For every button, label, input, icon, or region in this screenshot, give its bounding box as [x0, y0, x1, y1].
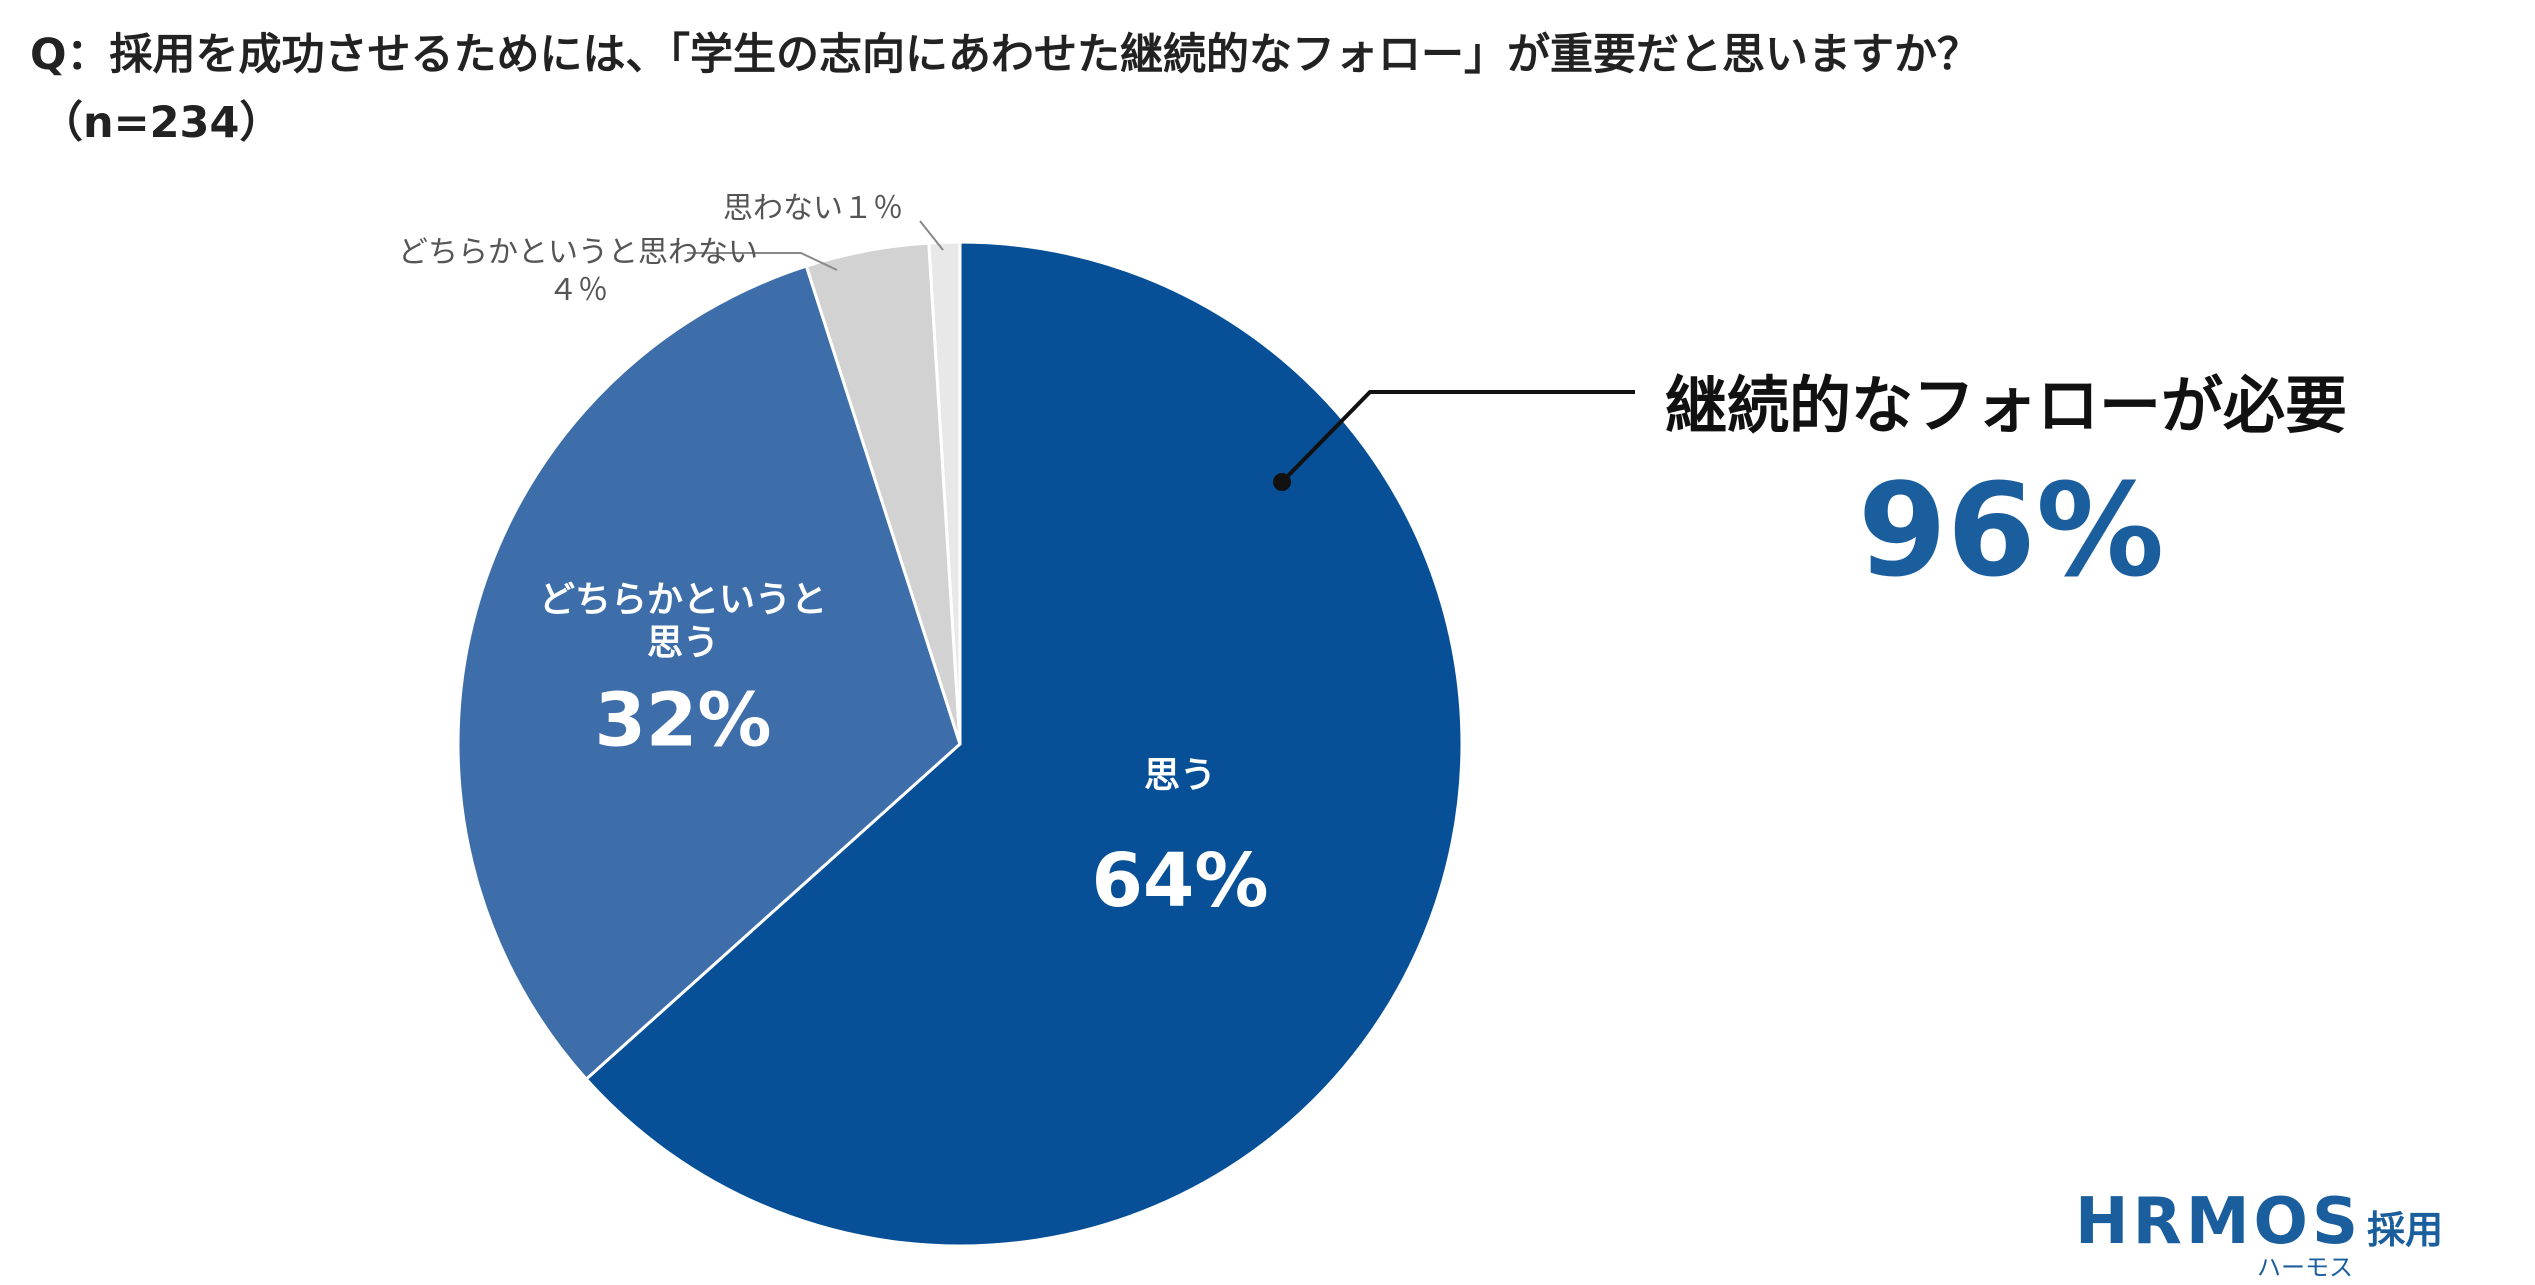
slice-label: 思わない１％ [663, 191, 963, 227]
logo: HRMOS 採用 [2075, 1185, 2443, 1259]
slice-label: どちらかというと思う 32% [533, 578, 833, 765]
pie-slice [927, 240, 962, 745]
value-label: 64% [1091, 838, 1269, 925]
annotation-text: 継続的なフォローが必要 [1665, 369, 2348, 442]
value-label: １％ [843, 191, 903, 226]
logo-kana: ハーモス [2257, 1253, 2353, 1282]
chart-title: Q：採用を成功させるためには、「学生の志向にあわせた継続的なフォロー」が重要だと… [30, 30, 1981, 80]
slice-label: 思う 64% [1020, 754, 1340, 926]
category-label: 思わない [723, 191, 843, 226]
category-label: どちらかというと思わない [398, 235, 758, 270]
value-label: 32% [594, 677, 772, 764]
category-label: 思う [1143, 755, 1216, 797]
logo-sub: 採用 [2367, 1208, 2444, 1252]
category-label: どちらかというと思う [538, 579, 827, 664]
annotation-highlight: 96% [1857, 456, 2165, 606]
slice-label: どちらかというと思わない ４％ [358, 235, 798, 309]
callout-dot [1273, 473, 1291, 491]
pie-slice [456, 264, 962, 1082]
pie-slice [584, 240, 1464, 1248]
leader-line [687, 252, 838, 271]
logo-name: HRMOS [2075, 1185, 2363, 1259]
chart-subtitle: （n=234） [40, 98, 283, 148]
value-label: ４％ [548, 273, 608, 308]
callout-line [1280, 390, 1635, 484]
leader-line [919, 220, 944, 251]
pie [456, 240, 1464, 1248]
